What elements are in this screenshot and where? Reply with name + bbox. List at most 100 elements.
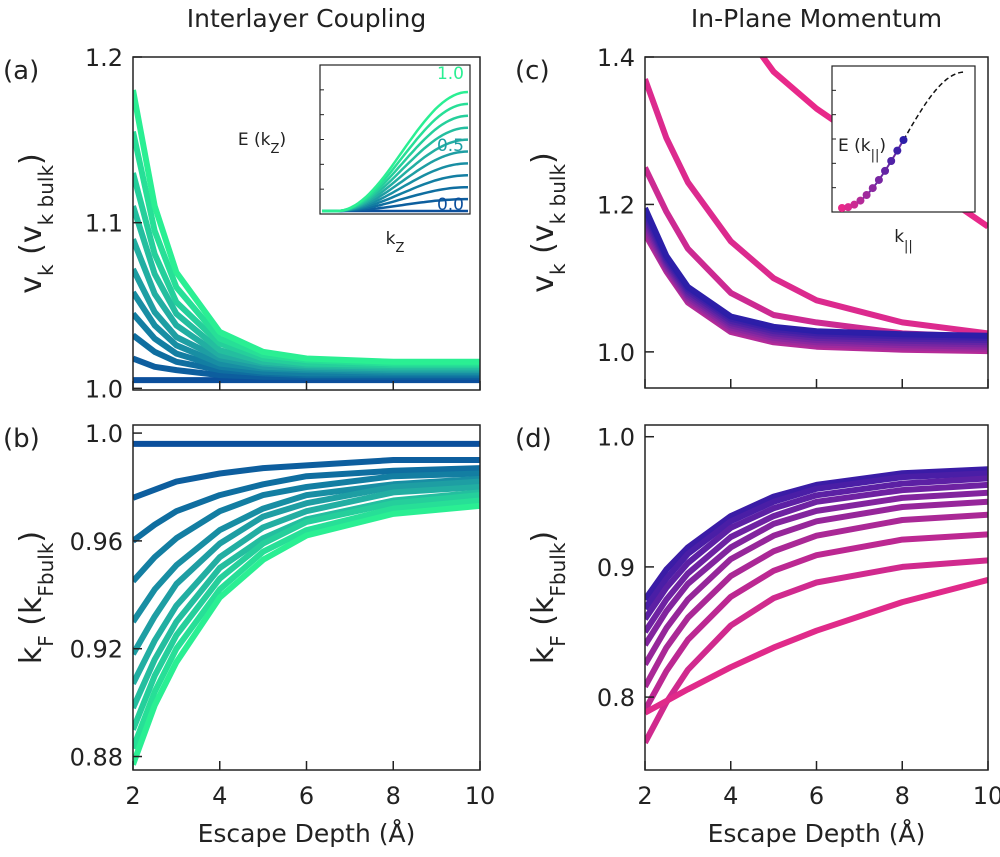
- y-tick-label: 0.88: [70, 744, 123, 772]
- inset-dashed-curve: [902, 71, 966, 141]
- inset-dot: [881, 166, 890, 175]
- series-line: [645, 210, 988, 341]
- inset-curve-label: 1.0: [437, 64, 464, 84]
- inset-y-label-part: ): [279, 130, 286, 150]
- y-tick-label: 1.2: [597, 191, 635, 219]
- y-tick-label: 1.0: [597, 339, 635, 367]
- series-line: [133, 492, 480, 731]
- panel-title: Interlayer Coupling: [187, 4, 426, 33]
- series-line: [645, 466, 988, 602]
- inset-dot: [874, 175, 883, 184]
- series-line: [133, 478, 480, 656]
- x-tick-label: 8: [386, 782, 401, 810]
- series-line: [133, 502, 480, 766]
- series-line: [645, 481, 988, 634]
- y-axis-label: vk (vk bulk): [526, 152, 570, 293]
- inset-dot: [868, 184, 877, 193]
- x-axis-label: Escape Depth (Å): [198, 819, 416, 848]
- inset-y-label-part: E (k: [838, 136, 871, 156]
- y-axis-label: kF (kFbulk): [14, 531, 58, 664]
- y-axis-label-part: v: [14, 276, 49, 294]
- inset-y-label-part: Z: [271, 142, 280, 157]
- panel-label: (b): [3, 424, 40, 454]
- inset-curve-label: 0.0: [437, 195, 464, 215]
- inset-x-label-part: k: [894, 227, 904, 247]
- y-axis-label-part: v: [526, 275, 561, 293]
- y-tick-label: 0.96: [70, 528, 123, 556]
- panel-label: (c): [515, 56, 550, 86]
- y-tick-label: 1.0: [85, 375, 123, 403]
- x-tick-label: 6: [809, 782, 824, 810]
- y-axis-label-part: k bulk: [34, 165, 58, 226]
- inset-dot: [862, 191, 871, 200]
- y-axis-label-part: ): [14, 531, 49, 543]
- panel-label: (a): [3, 56, 39, 86]
- x-axis-label: Escape Depth (Å): [708, 819, 926, 848]
- inset-curve-label: 0.5: [437, 136, 464, 156]
- series-line: [133, 465, 480, 544]
- panel-label: (d): [515, 424, 552, 454]
- inset-dot: [887, 157, 896, 166]
- x-tick-label: 10: [973, 782, 1000, 810]
- inset-x-label: kZ: [386, 229, 405, 256]
- x-tick-label: 8: [895, 782, 910, 810]
- inset-y-label: E (k||): [838, 136, 886, 163]
- inset-x-label-part: ||: [904, 239, 913, 254]
- x-tick-label: 4: [723, 782, 738, 810]
- y-tick-label: 1.2: [85, 44, 123, 72]
- inset-dot: [838, 204, 846, 212]
- y-tick-label: 0.92: [70, 636, 123, 664]
- y-axis-label: vk (vk bulk): [14, 153, 58, 294]
- series-line: [645, 489, 988, 647]
- y-tick-label: 1.4: [597, 44, 635, 72]
- y-axis-label-part: (v: [14, 225, 49, 264]
- y-axis-label-part: ): [526, 531, 561, 543]
- y-axis-label-part: (k: [14, 596, 49, 635]
- y-tick-label: 1.0: [597, 424, 635, 452]
- inset-x-label-part: Z: [395, 241, 404, 256]
- series-line: [645, 576, 988, 716]
- y-axis-label-part: (k: [526, 596, 561, 635]
- x-tick-label: 6: [299, 782, 314, 810]
- series-line: [645, 475, 988, 621]
- y-axis-label-part: F: [546, 635, 570, 647]
- series-line: [133, 89, 480, 365]
- inset-curve: [322, 90, 469, 213]
- series-line: [645, 206, 988, 339]
- x-tick-label: 4: [212, 782, 227, 810]
- series-line: [645, 78, 988, 337]
- inset-dot: [850, 200, 859, 209]
- inset-y-label-part: ||: [871, 148, 880, 163]
- series-line: [645, 511, 988, 689]
- series-line: [133, 470, 480, 584]
- x-tick-label: 10: [465, 782, 496, 810]
- inset-x-label-part: k: [386, 229, 396, 249]
- x-tick-label: 2: [637, 782, 652, 810]
- y-tick-label: 0.8: [597, 684, 635, 712]
- series-line: [645, 498, 988, 667]
- y-axis-label-part: Fbulk: [34, 542, 58, 596]
- inset-y-label-part: E (k: [238, 130, 271, 150]
- y-tick-label: 1.0: [85, 420, 123, 448]
- y-tick-label: 0.9: [597, 554, 635, 582]
- y-axis-label-part: Fbulk: [546, 542, 570, 596]
- panel-title: In-Plane Momentum: [691, 4, 942, 33]
- inset-x-label: k||: [894, 227, 913, 254]
- x-tick-label: 2: [125, 782, 140, 810]
- y-axis-label-part: k bulk: [546, 164, 570, 225]
- series-line: [645, 470, 988, 611]
- inset-y-label-part: ): [879, 136, 886, 156]
- inset-dot: [844, 203, 853, 212]
- y-axis-label-part: k: [526, 646, 561, 664]
- inset-y-label: E (kZ): [238, 130, 286, 157]
- y-tick-label: 1.1: [85, 210, 123, 238]
- series-line: [645, 531, 988, 712]
- inset-dot: [856, 196, 865, 205]
- series-line: [133, 497, 480, 750]
- y-axis-label-part: k: [546, 263, 570, 275]
- y-axis-label-part: ): [526, 152, 561, 164]
- inset-dot: [899, 136, 908, 144]
- y-axis-label-part: F: [34, 635, 58, 647]
- series-line: [133, 475, 480, 624]
